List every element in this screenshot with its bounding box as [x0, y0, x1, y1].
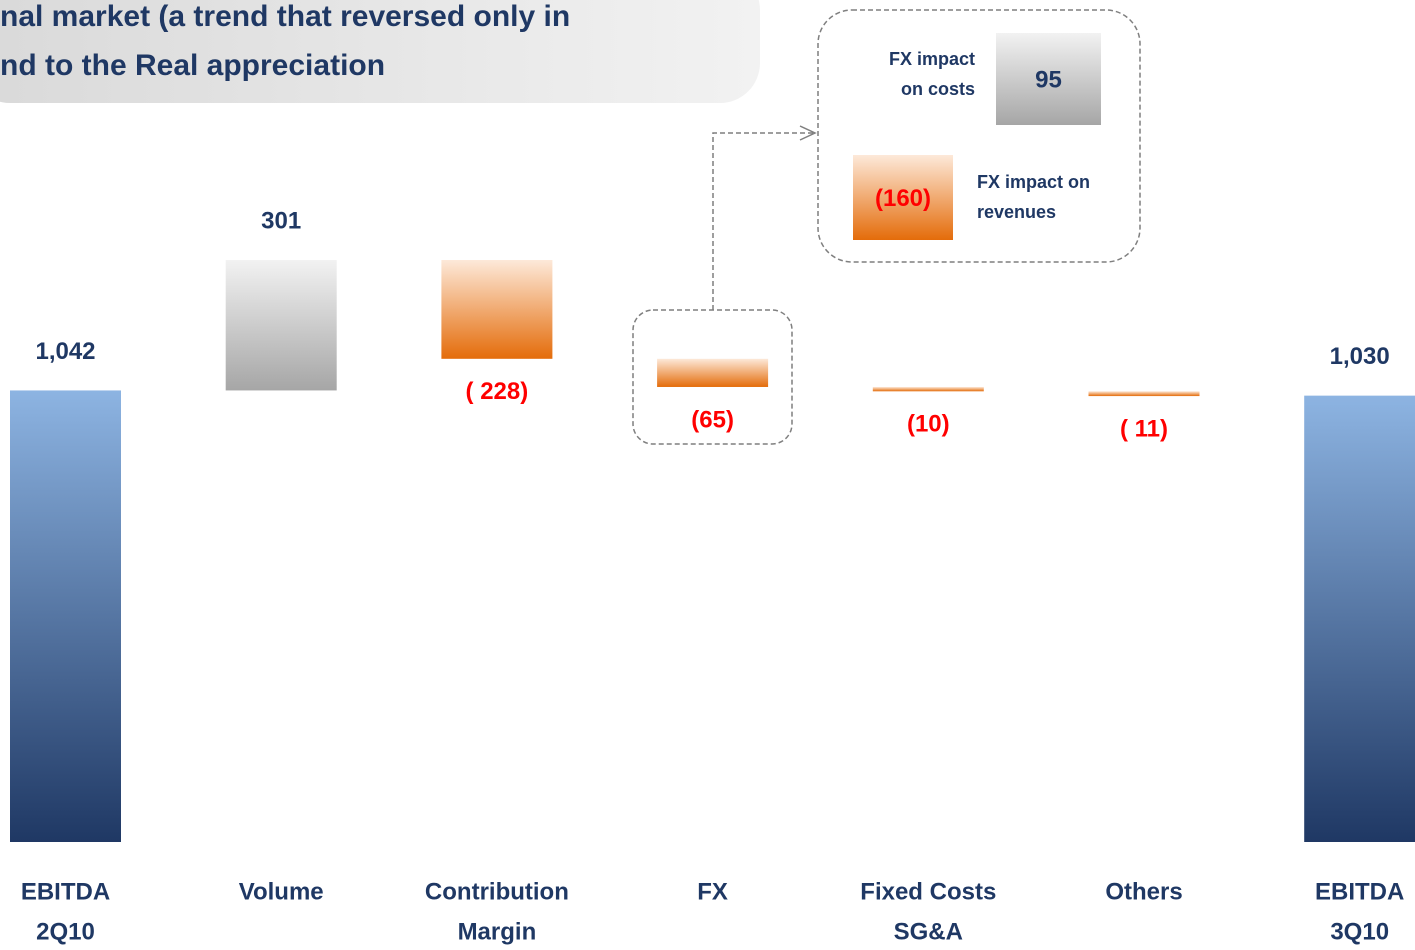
title-line: nal market (a trend that reversed only i…	[0, 0, 570, 33]
inset-value-label: 95	[1035, 66, 1062, 93]
x-tick-label: 3Q10	[1330, 918, 1389, 945]
x-tick-label: Volume	[239, 878, 324, 905]
inset-bar	[996, 33, 1101, 125]
data-label: (65)	[691, 406, 734, 433]
connector	[712, 132, 815, 310]
data-label: ( 11)	[1120, 415, 1168, 442]
x-tick-label: 2Q10	[36, 918, 95, 945]
inset-label: on costs	[901, 79, 975, 99]
bar	[657, 358, 769, 387]
x-tick-label: EBITDA	[1315, 878, 1404, 905]
data-label: 301	[261, 207, 301, 234]
bar	[10, 390, 121, 842]
bar	[872, 386, 984, 392]
bar	[225, 260, 337, 391]
x-tick-label: SG&A	[894, 918, 963, 945]
bar	[441, 260, 553, 359]
x-tick-label: Others	[1105, 878, 1182, 905]
title-line: nd to the Real appreciation	[0, 49, 385, 82]
data-label: (10)	[907, 411, 950, 438]
x-tick-label: Margin	[458, 918, 537, 945]
x-tick-label: Fixed Costs	[860, 878, 996, 905]
x-tick-label: FX	[697, 878, 728, 905]
connector-arrow	[799, 125, 817, 141]
inset-value-label: (160)	[875, 185, 931, 212]
inset-label: FX impact	[889, 49, 975, 69]
inset-label: FX impact on	[977, 172, 1090, 192]
data-label: 1,030	[1330, 343, 1390, 370]
x-tick-label: Contribution	[425, 878, 569, 905]
bar	[1304, 395, 1415, 842]
bar	[1088, 391, 1200, 397]
title-box	[0, 0, 760, 103]
data-label: ( 228)	[466, 378, 529, 405]
data-label: 1,042	[35, 338, 95, 365]
x-tick-label: EBITDA	[21, 878, 110, 905]
inset-bar	[853, 155, 953, 240]
inset-label: revenues	[977, 202, 1056, 222]
